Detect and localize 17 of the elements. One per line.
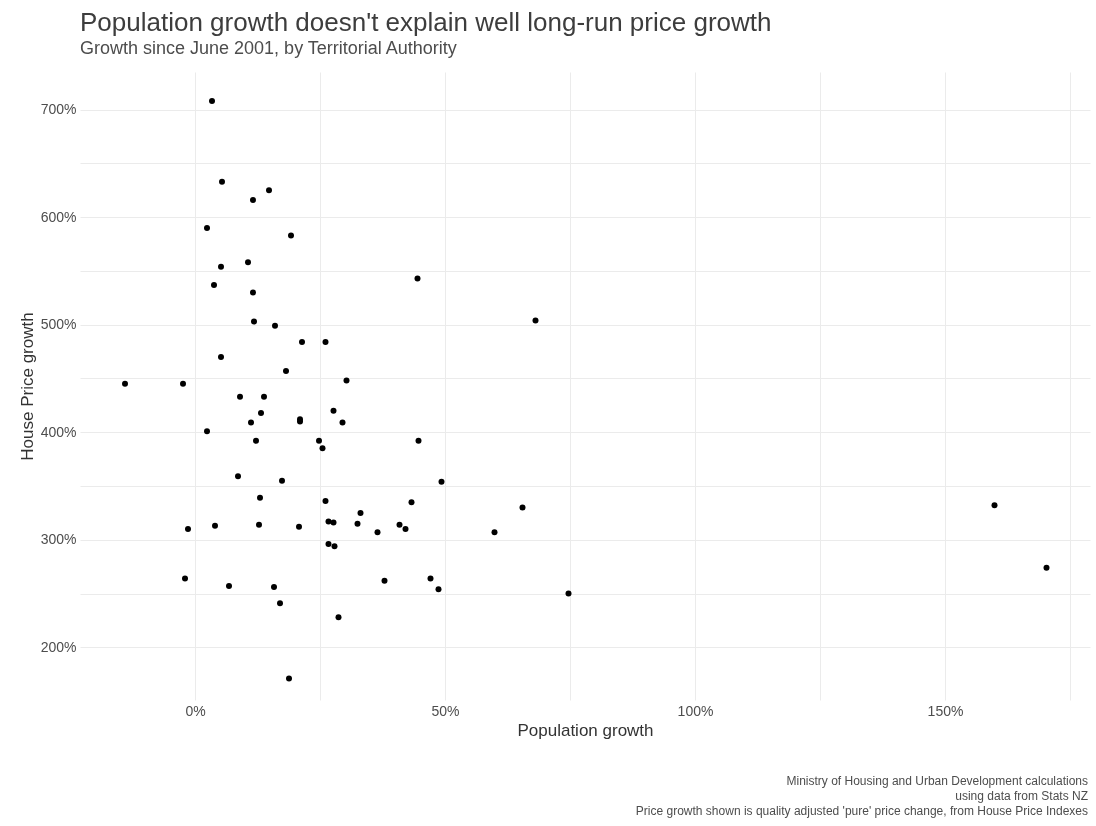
x-axis-title: Population growth [517, 720, 654, 740]
text: Price growth shown is quality adjusted 'pure' price change, from House Price Indexes [635, 804, 1088, 819]
x-tick-label: 150% [927, 702, 964, 719]
y-axis-title: House Price growth [17, 312, 37, 461]
chart-subtitle: Growth since June 2001, by Territorial Authority [80, 38, 457, 58]
y-tick-label: 600% [40, 208, 77, 225]
y-tick-label: 500% [40, 316, 77, 333]
x-tick-label: 0% [185, 702, 206, 719]
text: Ministry of Housing and Urban Development calculations [785, 774, 1088, 789]
y-tick-label: 700% [40, 101, 77, 118]
y-tick-label: 300% [40, 531, 77, 548]
x-tick-label: 100% [677, 702, 714, 719]
y-tick-label: 400% [40, 423, 77, 440]
x-tick-label: 50% [431, 702, 460, 719]
text: using data from Stats NZ [954, 789, 1088, 804]
y-tick-label: 200% [40, 638, 77, 655]
chart-title: Population growth doesn't explain well long-run price growth [80, 7, 772, 37]
